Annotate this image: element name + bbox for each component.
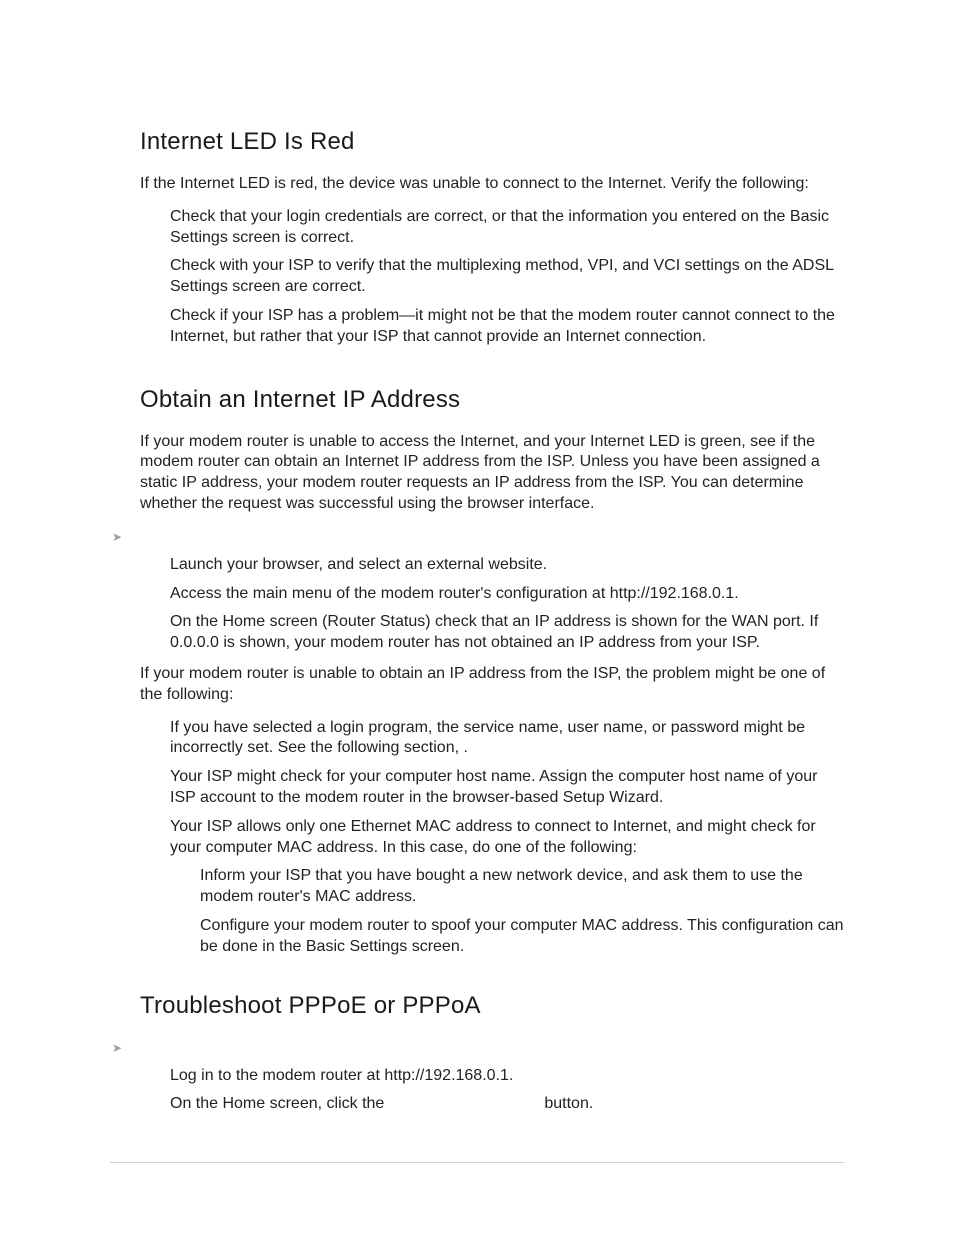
step-text-pre: On the Home screen, click the [170, 1095, 389, 1112]
bullet-list-1: Check that your login credentials are co… [140, 207, 844, 348]
bullet-item: Check if your ISP has a problem—it might… [170, 306, 844, 348]
step-item: On the Home screen, click the button. [170, 1094, 844, 1115]
bullet-item: Your ISP might check for your computer h… [170, 767, 844, 809]
step-text-blank [389, 1095, 540, 1112]
step-item: On the Home screen (Router Status) check… [170, 612, 844, 654]
bullet-item: Check with your ISP to verify that the m… [170, 256, 844, 298]
step-item: Launch your browser, and select an exter… [170, 555, 844, 576]
bullet-item: Configure your modem router to spoof you… [200, 916, 844, 958]
paragraph-intro-2: If your modem router is unable to access… [140, 432, 844, 515]
chevron-right-icon: ➤ [112, 1038, 122, 1058]
step-item: Log in to the modem router at http://192… [170, 1066, 844, 1087]
paragraph-intro-1: If the Internet LED is red, the device w… [140, 174, 844, 195]
bullet-item: Inform your ISP that you have bought a n… [200, 866, 844, 908]
bullet-list-mac-options: Inform your ISP that you have bought a n… [170, 866, 844, 957]
paragraph-followup: If your modem router is unable to obtain… [140, 664, 844, 706]
step-list-2: Log in to the modem router at http://192… [140, 1066, 844, 1116]
heading-troubleshoot-pppoe: Troubleshoot PPPoE or PPPoA [140, 992, 844, 1020]
chevron-right-icon: ➤ [112, 527, 122, 547]
heading-internet-led-red: Internet LED Is Red [140, 128, 844, 156]
heading-obtain-ip: Obtain an Internet IP Address [140, 386, 844, 414]
procedure-marker: ➤ [140, 527, 844, 547]
step-text-post: button. [544, 1095, 593, 1112]
document-page: Internet LED Is Red If the Internet LED … [0, 0, 954, 1235]
footer-divider [110, 1162, 844, 1163]
bullet-item: Check that your login credentials are co… [170, 207, 844, 249]
procedure-marker: ➤ [140, 1038, 844, 1058]
step-item: Access the main menu of the modem router… [170, 584, 844, 605]
bullet-list-causes: If you have selected a login program, th… [140, 718, 844, 958]
bullet-item: If you have selected a login program, th… [170, 718, 844, 760]
step-list-1: Launch your browser, and select an exter… [140, 555, 844, 654]
bullet-item: Your ISP allows only one Ethernet MAC ad… [170, 817, 844, 859]
